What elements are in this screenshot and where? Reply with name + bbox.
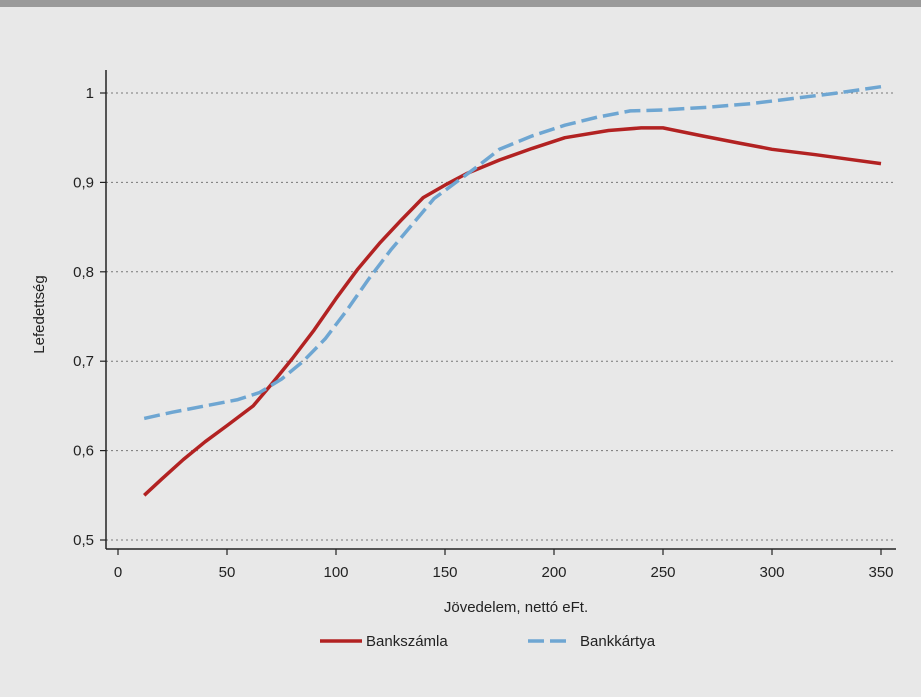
- series-line-1: [143, 84, 882, 421]
- y-tick-label-0: 0,5: [73, 532, 94, 549]
- y-tick-label-4: 0,9: [73, 174, 94, 191]
- x-tick-label-5: 250: [650, 564, 675, 581]
- x-tick-label-7: 350: [868, 564, 893, 581]
- series-line-0: [143, 126, 882, 497]
- x-tick-label-2: 100: [323, 564, 348, 581]
- x-tick-label-1: 50: [219, 564, 236, 581]
- x-tick-label-4: 200: [541, 564, 566, 581]
- tick-labels: 0,5 0,6 0,7 0,8 0,9 1 0 50 100 150 200 250 300 350: [73, 85, 893, 581]
- axes: [100, 70, 896, 555]
- y-axis-title: Lefedettség: [31, 275, 48, 353]
- y-tick-label-3: 0,8: [73, 264, 94, 281]
- legend-label-bankszamla: Bankszámla: [366, 633, 448, 650]
- series-lines: [143, 84, 882, 497]
- legend-label-bankkartya: Bankkártya: [580, 633, 656, 650]
- grid-lines: [106, 92, 896, 541]
- x-tick-label-3: 150: [432, 564, 457, 581]
- y-tick-label-2: 0,7: [73, 353, 94, 370]
- y-tick-label-1: 0,6: [73, 443, 94, 460]
- x-axis-title: Jövedelem, nettó eFt.: [444, 599, 588, 616]
- x-tick-label-6: 300: [759, 564, 784, 581]
- top-border-bar: [0, 0, 921, 7]
- x-tick-label-0: 0: [114, 564, 122, 581]
- y-tick-label-5: 1: [86, 85, 94, 102]
- legend: Bankszámla Bankkártya: [320, 633, 656, 650]
